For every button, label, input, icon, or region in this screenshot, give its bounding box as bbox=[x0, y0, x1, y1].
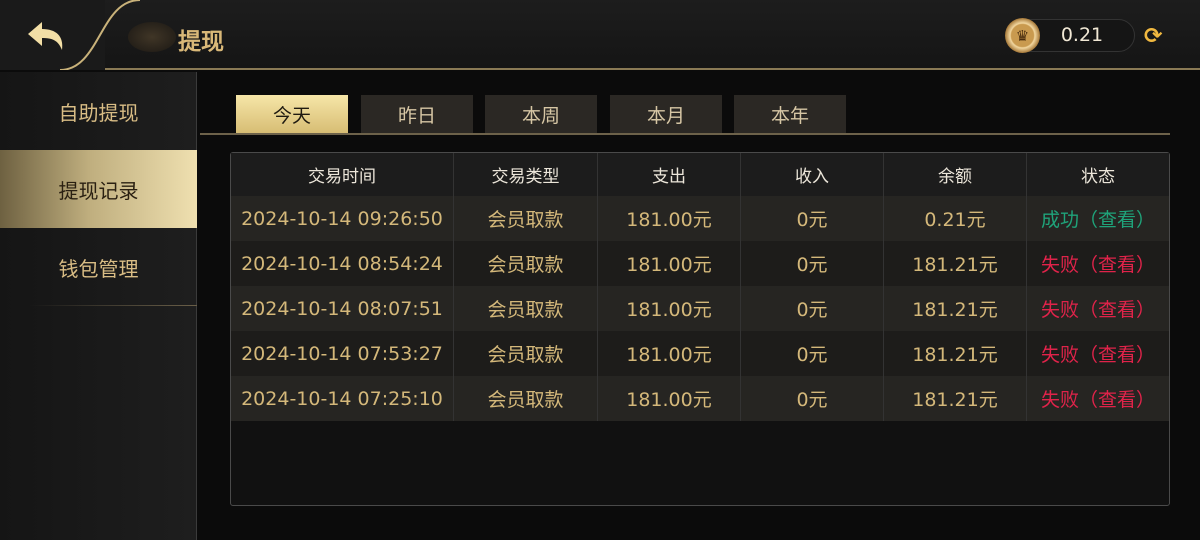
cell-type: 会员取款 bbox=[454, 376, 598, 421]
sidebar-item-withdraw-records[interactable]: 提现记录 bbox=[0, 150, 197, 228]
status-link[interactable]: 失败（查看） bbox=[1040, 389, 1155, 411]
col-header-type: 交易类型 bbox=[454, 153, 598, 196]
chip-emblem-icon bbox=[128, 22, 176, 52]
cell-balance: 181.21元 bbox=[884, 376, 1027, 421]
sidebar-divider bbox=[30, 305, 197, 306]
records-table: 交易时间 交易类型 支出 收入 余额 状态 2024-10-14 09:26:5… bbox=[230, 152, 1170, 506]
header-divider-curve bbox=[60, 0, 140, 70]
refresh-icon[interactable]: ⟳ bbox=[1144, 24, 1163, 49]
tab-this-year[interactable]: 本年 bbox=[734, 95, 846, 133]
tab-this-month[interactable]: 本月 bbox=[610, 95, 722, 133]
col-header-time: 交易时间 bbox=[231, 153, 454, 196]
col-header-in: 收入 bbox=[741, 153, 884, 196]
cell-time: 2024-10-14 08:07:51 bbox=[231, 286, 454, 331]
status-link[interactable]: 失败（查看） bbox=[1040, 254, 1155, 276]
cell-time: 2024-10-14 08:54:24 bbox=[231, 241, 454, 286]
cell-balance: 181.21元 bbox=[884, 241, 1027, 286]
tab-this-week[interactable]: 本周 bbox=[485, 95, 597, 133]
status-link[interactable]: 失败（查看） bbox=[1040, 299, 1155, 321]
cell-in: 0元 bbox=[741, 286, 884, 331]
cell-out: 181.00元 bbox=[598, 331, 741, 376]
table-row: 2024-10-14 07:25:10 会员取款 181.00元 0元 181.21元失… bbox=[231, 376, 1169, 421]
cell-out: 181.00元 bbox=[598, 196, 741, 241]
tab-underline bbox=[200, 133, 1170, 135]
table-row: 2024-10-14 07:53:27 会员取款 181.00元 0元 181.21元失… bbox=[231, 331, 1169, 376]
sidebar: 自助提现 提现记录 钱包管理 bbox=[0, 72, 197, 540]
col-header-out: 支出 bbox=[598, 153, 741, 196]
cell-in: 0元 bbox=[741, 241, 884, 286]
col-header-status: 状态 bbox=[1081, 167, 1115, 187]
sidebar-item-self-withdraw[interactable]: 自助提现 bbox=[58, 100, 139, 125]
table-row: 2024-10-14 08:07:51 会员取款 181.00元 0元 181.21元失… bbox=[231, 286, 1169, 331]
crown-coin-icon: ♛ bbox=[1005, 18, 1040, 53]
cell-time: 2024-10-14 07:53:27 bbox=[231, 331, 454, 376]
cell-type: 会员取款 bbox=[454, 286, 598, 331]
cell-balance: 0.21元 bbox=[884, 196, 1027, 241]
col-header-balance: 余额 bbox=[884, 153, 1027, 196]
sidebar-item-wallet-management[interactable]: 钱包管理 bbox=[58, 256, 139, 281]
status-link[interactable]: 失败（查看） bbox=[1040, 344, 1155, 366]
tab-today[interactable]: 今天 bbox=[236, 95, 348, 133]
cell-in: 0元 bbox=[741, 376, 884, 421]
cell-in: 0元 bbox=[741, 196, 884, 241]
cell-type: 会员取款 bbox=[454, 241, 598, 286]
cell-out: 181.00元 bbox=[598, 376, 741, 421]
balance-value: 0.21 bbox=[1060, 24, 1104, 46]
table-header: 交易时间 交易类型 支出 收入 余额 状态 bbox=[231, 153, 1169, 196]
table-row: 2024-10-14 09:26:50 会员取款 181.00元 0元 0.21元 成功（… bbox=[231, 196, 1169, 241]
cell-out: 181.00元 bbox=[598, 286, 741, 331]
cell-balance: 181.21元 bbox=[884, 331, 1027, 376]
cell-time: 2024-10-14 07:25:10 bbox=[231, 376, 454, 421]
cell-type: 会员取款 bbox=[454, 331, 598, 376]
cell-time: 2024-10-14 09:26:50 bbox=[231, 196, 454, 241]
cell-balance: 181.21元 bbox=[884, 286, 1027, 331]
status-link[interactable]: 成功（查看） bbox=[1040, 209, 1155, 231]
page-title: 提现 bbox=[178, 29, 224, 55]
cell-in: 0元 bbox=[741, 331, 884, 376]
back-arrow-icon[interactable] bbox=[26, 20, 66, 52]
cell-type: 会员取款 bbox=[454, 196, 598, 241]
table-row: 2024-10-14 08:54:24 会员取款 181.00元 0元 181.21元失… bbox=[231, 241, 1169, 286]
header-bar: 提现 ♛ 0.21 ⟳ bbox=[0, 0, 1200, 70]
cell-out: 181.00元 bbox=[598, 241, 741, 286]
tab-yesterday[interactable]: 昨日 bbox=[361, 95, 473, 133]
